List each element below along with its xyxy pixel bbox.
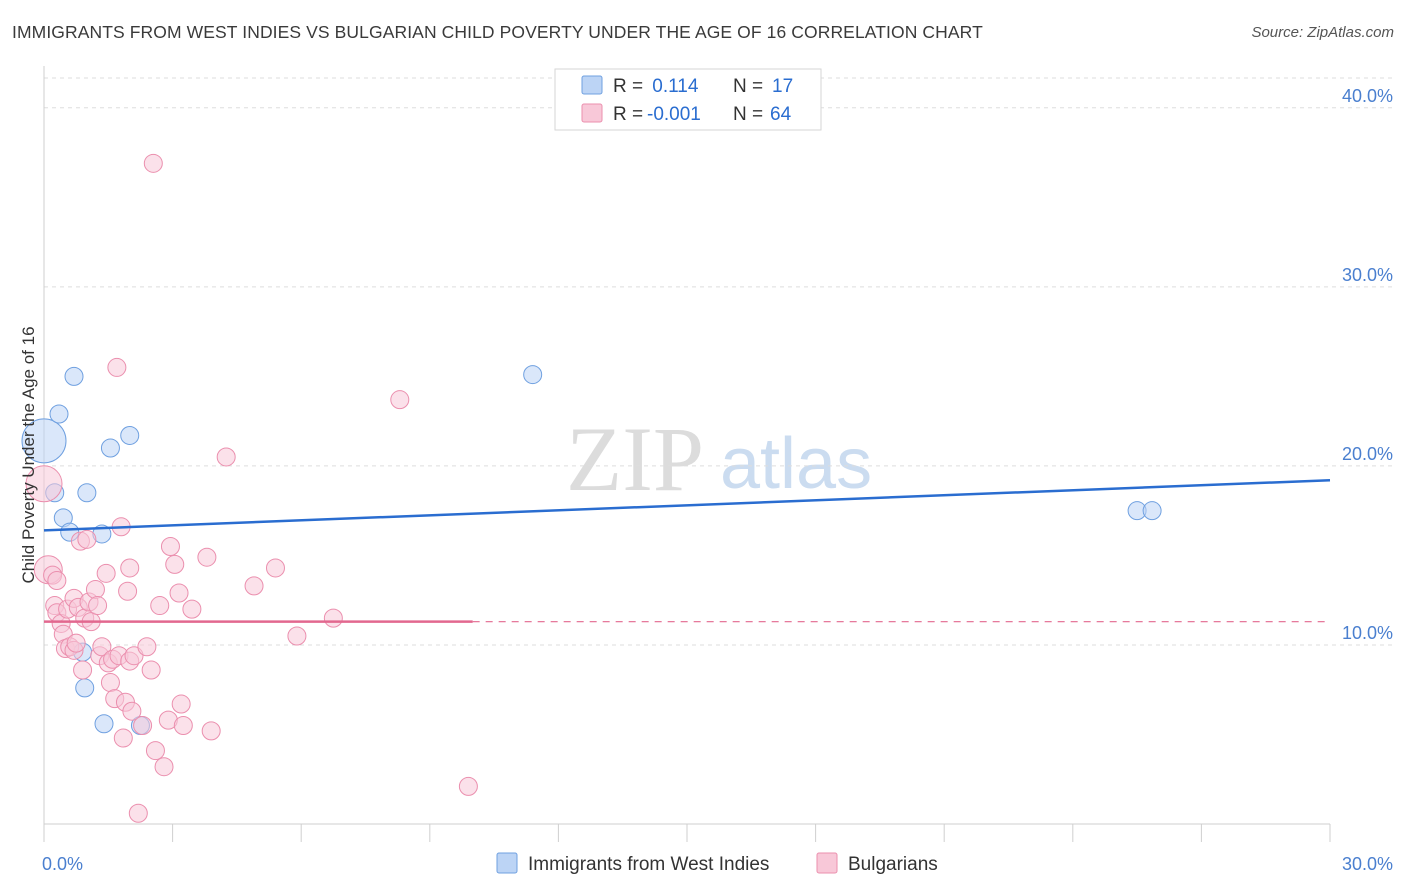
- bulgarians-point-21: [88, 596, 108, 616]
- bulgarians-point-61: [390, 390, 410, 410]
- bulgarians-point-59: [287, 626, 307, 646]
- legend-n-label-west-indies: N =: [733, 76, 763, 97]
- bulgarians-point-35: [120, 558, 140, 578]
- bulgarians-point-32: [113, 728, 133, 748]
- bulgarians-point-29: [107, 357, 127, 377]
- bulgarians-point-57: [244, 576, 264, 596]
- bulgarians-point-58: [265, 558, 285, 578]
- y-tick-label-2: 30.0%: [1342, 265, 1393, 285]
- west_indies-trend-line: [43, 478, 1331, 532]
- bulgarians-point-49: [165, 554, 185, 574]
- gridlines: [44, 77, 1395, 646]
- bulgarians-point-0: [25, 465, 63, 503]
- legend-swatch-west-indies: [581, 75, 603, 95]
- bulgarians-point-41: [137, 637, 157, 657]
- series-legend-swatch-west-indies: [496, 852, 518, 874]
- bulgarians-point-34: [118, 581, 138, 601]
- bulgarians-point-55: [201, 721, 221, 741]
- west_indies-point-4: [77, 483, 97, 503]
- bulgarians-point-48: [160, 536, 180, 556]
- legend-n-label-bulgarians: N =: [733, 104, 763, 125]
- bulgarians-point-11: [66, 633, 86, 653]
- bulgarians-point-45: [150, 596, 170, 616]
- bulgarians-point-60: [323, 608, 343, 628]
- west_indies-point-14: [75, 678, 95, 698]
- legend-n-value-west-indies: 17: [772, 76, 793, 97]
- legend-n-value-bulgarians: 64: [770, 104, 792, 125]
- bulgarians-point-54: [197, 547, 217, 567]
- watermark-atlas: atlas: [720, 424, 872, 504]
- trend-lines: [43, 478, 1331, 623]
- west_indies-point-10: [523, 365, 543, 385]
- bulgarians-point-40: [133, 716, 153, 736]
- bulgarians-point-46: [154, 757, 174, 777]
- west_indies-point-9: [120, 425, 140, 445]
- legend-r-label-bulgarians: R =: [613, 104, 643, 125]
- y-tick-label-3: 40.0%: [1342, 86, 1393, 106]
- bulgarians-point-24: [96, 563, 116, 583]
- west_indies-point-12: [1142, 501, 1162, 521]
- west_indies-point-0: [21, 418, 67, 464]
- series-legend-label-bulgarians: Bulgarians: [848, 854, 938, 875]
- legend-swatch-bulgarians: [581, 103, 603, 123]
- bulgarians-point-51: [171, 694, 191, 714]
- axes: [43, 66, 1331, 842]
- watermark: ZIP atlas: [566, 408, 872, 510]
- bulgarians-point-15: [73, 660, 93, 680]
- y-tick-label-1: 20.0%: [1342, 444, 1393, 464]
- stats-legend: R = 0.114 N = 17 R = -0.001 N = 64: [554, 68, 822, 131]
- chart-source: Source: ZipAtlas.com: [1251, 24, 1394, 41]
- series-legend-swatch-bulgarians: [816, 852, 838, 874]
- bulgarians-point-20: [85, 579, 105, 599]
- series-legend-label-west-indies: Immigrants from West Indies: [528, 854, 769, 875]
- bulgarians-point-43: [143, 153, 163, 173]
- bulgarians-point-52: [173, 716, 193, 736]
- bulgarians-point-36: [122, 701, 142, 721]
- watermark-zip: ZIP: [566, 408, 704, 510]
- chart-title: IMMIGRANTS FROM WEST INDIES VS BULGARIAN…: [12, 22, 983, 42]
- bulgarians-point-53: [182, 599, 202, 619]
- y-axis-label: Child Poverty Under the Age of 16: [19, 326, 38, 583]
- bulgarians-point-44: [145, 741, 165, 761]
- bulgarians-point-42: [141, 660, 161, 680]
- bulgarians-point-50: [169, 583, 189, 603]
- west_indies-point-1: [49, 404, 69, 424]
- west_indies-point-15: [94, 714, 114, 734]
- legend-r-value-west-indies: 0.114: [647, 76, 699, 97]
- scatter-points: [21, 153, 1162, 823]
- west_indies-point-8: [100, 438, 120, 458]
- bulgarians-point-56: [216, 447, 236, 467]
- legend-r-label-west-indies: R =: [613, 76, 643, 97]
- tick-labels: 10.0% 20.0% 30.0% 40.0% 0.0% 30.0%: [42, 86, 1393, 874]
- bulgarians-point-39: [128, 803, 148, 823]
- bulgarians-point-17: [77, 529, 97, 549]
- west_indies-point-2: [64, 366, 84, 386]
- bulgarians-point-26: [100, 673, 120, 693]
- series-legend: Immigrants from West Indies Bulgarians: [496, 852, 938, 875]
- x-tick-label-max: 30.0%: [1342, 854, 1393, 874]
- bulgarians-point-23: [92, 637, 112, 657]
- y-tick-label-0: 10.0%: [1342, 623, 1393, 643]
- bulgarians-point-62: [458, 776, 478, 796]
- legend-r-value-bulgarians: -0.001: [647, 104, 701, 125]
- bulgarians-point-63: [47, 570, 67, 590]
- x-tick-label-min: 0.0%: [42, 854, 83, 874]
